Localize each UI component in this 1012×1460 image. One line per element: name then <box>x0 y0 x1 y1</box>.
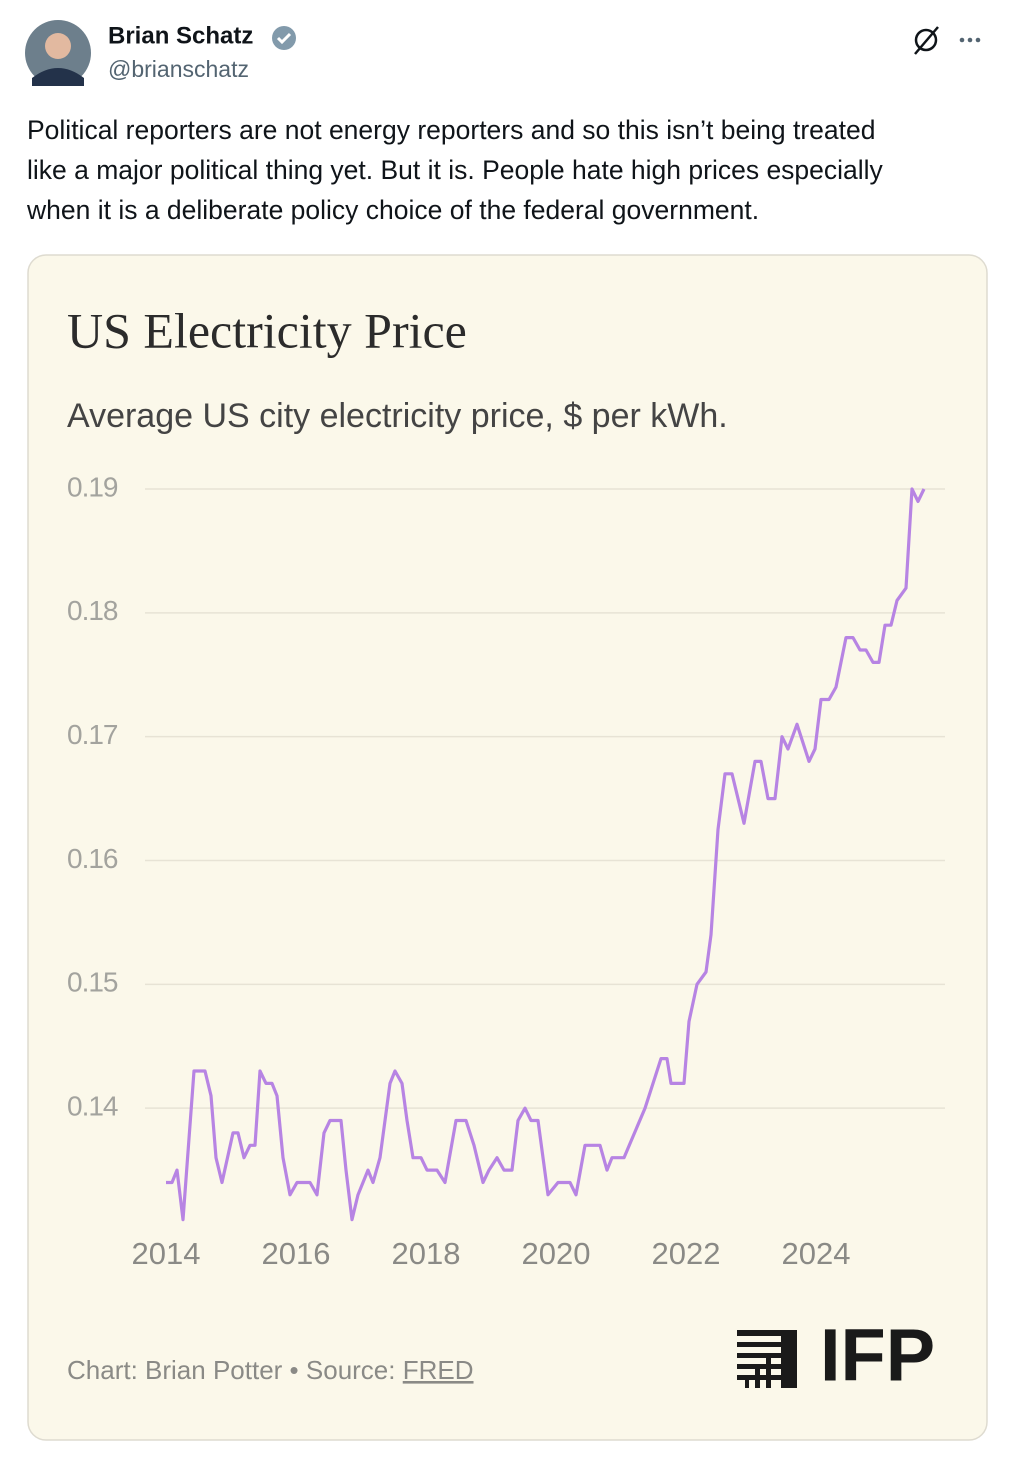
plot: 0.14 0.15 0.16 0.17 0.18 0.19 2014 2016 2018 2020… <box>67 471 945 1271</box>
chart-title: US Electricity Price <box>67 302 467 358</box>
price-line <box>166 487 926 1222</box>
y-tick-label: 0.15 <box>67 967 118 998</box>
source-link[interactable]: FRED <box>403 1355 474 1385</box>
logo: IFP <box>820 1314 935 1397</box>
x-tick-label: 2016 <box>262 1236 331 1271</box>
x-tick-label: 2024 <box>781 1236 850 1271</box>
credit: Chart: Brian Potter <box>67 1355 283 1385</box>
y-tick-label: 0.14 <box>67 1091 118 1122</box>
tweet-text: like a major political thing yet. But it… <box>27 155 884 185</box>
avatar-shirt <box>32 68 84 86</box>
x-tick-label: 2018 <box>392 1236 461 1271</box>
author-handle[interactable]: @brianschatz <box>108 56 249 82</box>
y-tick-label: 0.19 <box>67 471 118 502</box>
y-tick-label: 0.17 <box>67 719 118 750</box>
more-icon[interactable] <box>959 37 981 43</box>
chart-card[interactable] <box>27 254 988 1441</box>
grok-icon[interactable] <box>914 26 939 55</box>
y-tick-label: 0.16 <box>67 843 118 874</box>
tweet-text: when it is a deliberate policy choice of… <box>26 195 759 225</box>
x-tick-label: 2022 <box>651 1236 720 1271</box>
tweet-text: Political reporters are not energy repor… <box>27 115 875 145</box>
source-label: Source: <box>306 1355 396 1385</box>
separator: • <box>290 1355 299 1385</box>
y-tick-label: 0.18 <box>67 595 118 626</box>
x-tick-label: 2014 <box>132 1236 201 1271</box>
x-tick-label: 2020 <box>522 1236 591 1271</box>
chart-subtitle: Average US city electricity price, $ per… <box>67 397 728 435</box>
verified-badge <box>272 26 296 50</box>
avatar-face <box>45 33 71 59</box>
chart-footer: Chart: Brian Potter • Source: FRED <box>67 1355 474 1385</box>
ifp-logo-icon <box>737 1330 797 1388</box>
author-name[interactable]: Brian Schatz <box>108 22 253 49</box>
